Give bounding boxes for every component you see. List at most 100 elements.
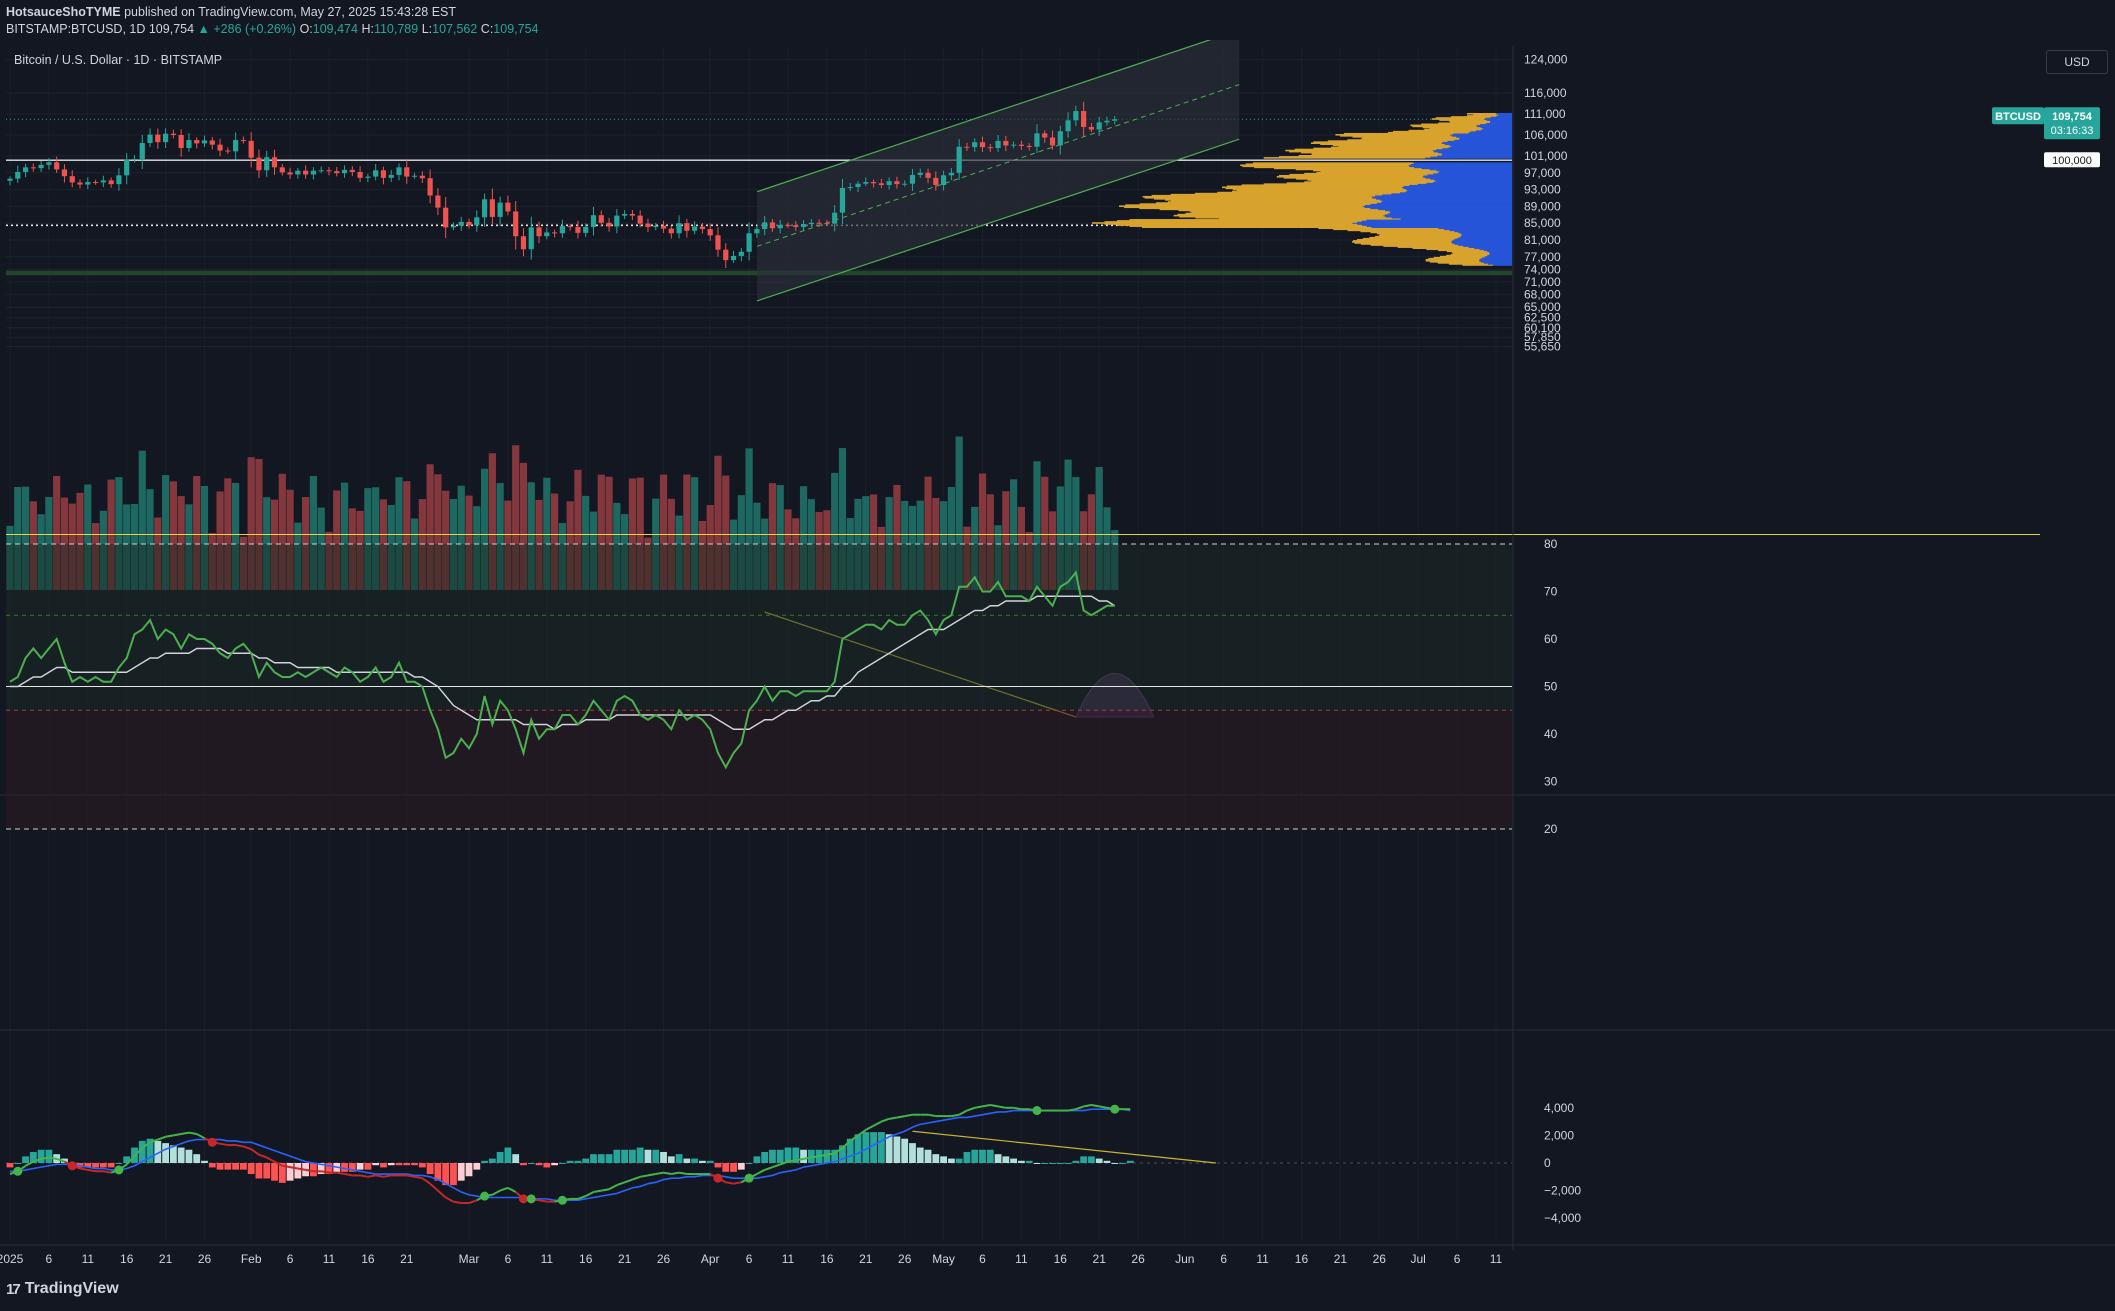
time-axis-label: 26: [1373, 1252, 1387, 1266]
vp-bar-down: [1383, 214, 1512, 217]
vp-bar-down: [1485, 117, 1512, 119]
macd-line-segment: [624, 1178, 633, 1184]
macd-hist-bar: [877, 1132, 885, 1163]
vp-bar-down: [1405, 190, 1512, 193]
volume-bar: [574, 469, 582, 590]
vp-bar-up: [1142, 195, 1372, 198]
candle-body: [54, 162, 60, 170]
macd-line-segment: [647, 1173, 656, 1177]
vp-bar-down: [1370, 207, 1512, 210]
macd-hist-bar: [730, 1163, 737, 1172]
channel-mid: [756, 84, 1240, 247]
macd-line-segment: [406, 1174, 415, 1178]
macd-line-segment: [383, 1174, 392, 1178]
macd-hist-bar: [341, 1163, 348, 1172]
macd-hist-bar: [372, 1163, 380, 1166]
vp-bar-up: [1370, 231, 1459, 234]
macd-line-segment: [133, 1147, 143, 1157]
rsi-axis-label: 50: [1544, 680, 1558, 694]
vp-bar-down: [1400, 218, 1512, 220]
volume-bar: [512, 445, 520, 590]
candle-body: [738, 251, 744, 256]
vp-bar-down: [1458, 231, 1512, 234]
vp-bar-up: [1353, 240, 1452, 242]
vp-bar-down: [1486, 122, 1512, 125]
open-value: 109,474: [312, 22, 358, 36]
symbol-badge-bg: [1992, 107, 2044, 125]
candle-body: [380, 170, 387, 178]
candle-body: [785, 224, 791, 226]
macd-line-segment: [663, 1171, 672, 1176]
macd-hist-bar: [722, 1163, 730, 1172]
macd-hist-bar: [1080, 1156, 1088, 1163]
macd-hist-bar: [473, 1163, 481, 1170]
vp-bar-up: [1236, 189, 1408, 192]
vp-bar-down: [1362, 205, 1512, 207]
price-axis-label: 62,500: [1524, 311, 1561, 325]
vp-bar-down: [1433, 181, 1512, 183]
vp-bar-up: [1448, 263, 1488, 265]
macd-hist-bar: [1018, 1160, 1025, 1163]
time-axis-label: 6: [746, 1252, 753, 1266]
volume-bar: [395, 477, 403, 590]
volume-bar: [45, 497, 53, 590]
vp-bar-down: [1493, 264, 1512, 266]
macd-line-segment: [437, 1189, 447, 1199]
macd-hist-bar: [1010, 1158, 1018, 1163]
macd-hist-bar: [582, 1158, 590, 1163]
volume-bar: [496, 483, 504, 590]
macd-line-segment: [849, 1134, 859, 1142]
candle-body: [746, 233, 752, 252]
candle-body: [22, 167, 29, 172]
vp-bar-down: [1375, 194, 1512, 197]
macd-hist-bar: [14, 1163, 22, 1164]
vp-bar-up: [1316, 171, 1438, 174]
vp-bar-down: [1496, 115, 1512, 117]
vp-bar-down: [1450, 134, 1512, 136]
macd-line-segment: [468, 1199, 478, 1204]
macd-line-segment: [826, 1152, 835, 1156]
publisher-name[interactable]: HotsauceShoTYME: [6, 5, 121, 19]
time-axis-label: 26: [657, 1252, 671, 1266]
macd-hist-bar: [823, 1149, 831, 1163]
high-label: H:: [361, 22, 374, 36]
macd-line-segment: [1083, 1104, 1092, 1108]
macd-line-segment: [274, 1160, 283, 1167]
vp-bar-up: [1310, 142, 1442, 144]
volume-bar: [597, 474, 605, 590]
candle-body: [1018, 144, 1024, 146]
vp-bar-down: [1371, 226, 1512, 228]
vp-bar-down: [1459, 138, 1512, 140]
macd-line-segment: [87, 1168, 96, 1173]
time-axis-label: 16: [361, 1252, 375, 1266]
volume-bar: [193, 476, 201, 590]
candle-body: [886, 181, 892, 185]
vp-bar-down: [1409, 184, 1512, 186]
macd-line-segment: [289, 1166, 299, 1170]
candle-body: [520, 236, 527, 250]
vp-bar-down: [1366, 219, 1512, 221]
volume-bar: [115, 477, 123, 590]
candle-body: [264, 157, 270, 171]
macd-line-segment: [927, 1113, 936, 1118]
candle-body: [411, 175, 418, 177]
macd-hist-bar: [356, 1163, 364, 1170]
chart-canvas[interactable]: 124,000 116,000 111,000 106,000 101,000 97,00…: [0, 40, 2115, 1311]
macd-cross-dot: [1110, 1104, 1120, 1114]
candle-body: [933, 177, 939, 185]
volume-bar: [146, 489, 154, 590]
volume-bar: [177, 496, 185, 590]
vp-bar-up: [1156, 202, 1377, 204]
vp-bar-up: [1412, 247, 1475, 249]
macd-hist-bar: [706, 1160, 714, 1163]
vp-bar-down: [1470, 130, 1512, 133]
macd-hist-bar: [325, 1163, 333, 1175]
vp-bar-down: [1490, 121, 1512, 123]
candle-body: [225, 150, 231, 152]
macd-cross-dot: [526, 1194, 536, 1204]
macd-axis-label: 2,000: [1544, 1128, 1574, 1142]
currency-button[interactable]: USD: [2046, 50, 2108, 74]
footer-brand[interactable]: 17 TradingView: [6, 1280, 119, 1298]
vp-bar-down: [1425, 157, 1512, 159]
macd-line-segment: [344, 1173, 353, 1177]
